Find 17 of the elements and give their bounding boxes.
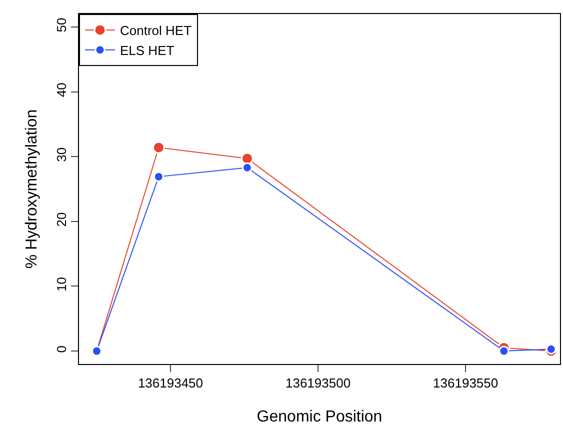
legend-label: Control HET — [120, 23, 192, 38]
y-tick-label: 40 — [54, 82, 69, 98]
y-tick-label: 50 — [54, 18, 69, 32]
point — [152, 141, 165, 154]
x-tick-label: 136193550 — [433, 376, 498, 391]
legend-label: ELS HET — [120, 42, 174, 58]
y-tick-label: 30 — [54, 147, 69, 162]
y-tick-label: 10 — [54, 277, 69, 292]
point — [498, 346, 510, 356]
y-tick-label: 0 — [54, 345, 69, 353]
point — [546, 344, 556, 354]
y-tick-label: 20 — [54, 212, 69, 227]
x-tick-label: 136193450 — [138, 376, 204, 391]
x-tick-label: 136193500 — [285, 376, 351, 391]
x-axis-title: Genomic Position — [256, 408, 382, 426]
point — [242, 162, 252, 173]
y-axis-title: % Hydroxymethylation — [24, 109, 41, 269]
